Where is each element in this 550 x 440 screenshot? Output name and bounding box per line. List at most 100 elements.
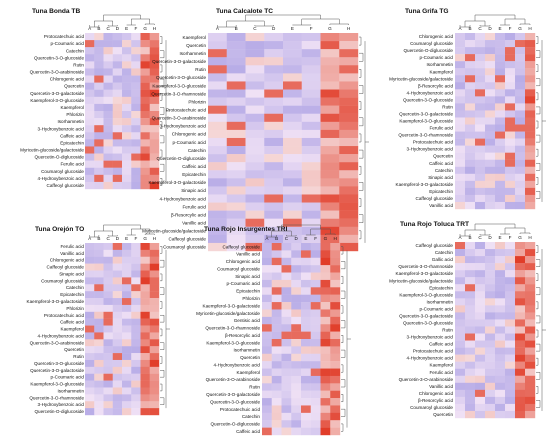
heatmap-cell (320, 279, 331, 288)
heatmap-cell (515, 96, 526, 104)
heatmap-cell (505, 131, 516, 139)
heatmap-cell (475, 180, 486, 189)
heatmap-cell (281, 405, 292, 414)
heatmap-cell (455, 173, 466, 182)
heatmap-cell (475, 61, 486, 69)
heatmap-cell (112, 146, 123, 154)
row-label: p-Coumaric acid (51, 41, 85, 46)
heatmap-cell (262, 375, 272, 384)
heatmap-cell (264, 57, 284, 66)
heatmap-cell (245, 226, 265, 236)
column-label: B (97, 236, 100, 241)
heatmap-cell (226, 129, 246, 139)
row-label: Chlorogenic acid (172, 132, 207, 137)
heatmap-cell (103, 139, 113, 147)
heatmap-cell (475, 410, 486, 419)
heatmap-cell (495, 284, 506, 292)
panel-title: Tuna Calcalote TC (216, 8, 273, 15)
heatmap-cell (455, 145, 466, 153)
heatmap-cell (245, 121, 265, 131)
heatmap-cell (465, 145, 476, 153)
heatmap-cell (485, 326, 496, 334)
heatmap-cell (330, 420, 341, 428)
heatmap-cell (264, 65, 284, 74)
heatmap-cell (283, 121, 302, 131)
heatmap-cell (94, 243, 104, 251)
heatmap-cell (339, 154, 359, 163)
heatmap-cell (103, 256, 113, 264)
heatmap-cell (505, 256, 516, 264)
row-label: Myricetin-glucoside/galactoside (196, 311, 260, 316)
heatmap-cell (505, 249, 516, 257)
heatmap-cell (301, 243, 311, 251)
heatmap-cell (94, 118, 104, 126)
heatmap-cell (515, 194, 526, 203)
heatmap-cell (330, 250, 341, 258)
heatmap-cell (330, 265, 341, 273)
heatmap-cell (122, 277, 132, 285)
heatmap-cell (320, 368, 331, 377)
heatmap-cell (140, 118, 150, 126)
heatmap-cell (495, 145, 506, 153)
row-label: Quercetin-3-O-glucoside (403, 321, 453, 326)
heatmap-cell (505, 103, 516, 111)
heatmap-cell (112, 387, 123, 395)
column-label: F (314, 236, 317, 241)
heatmap-cell (131, 249, 141, 257)
heatmap-cell (465, 138, 476, 146)
heatmap-cell (122, 284, 132, 292)
heatmap-cell (283, 226, 302, 236)
heatmap-cell (515, 298, 526, 306)
heatmap-cell (505, 54, 516, 62)
heatmap-cell (455, 333, 466, 341)
heatmap-cell (208, 97, 227, 106)
heatmap-cell (465, 354, 476, 362)
heatmap-cell (103, 339, 113, 347)
row-label: Isorhamnetin (57, 388, 84, 393)
heatmap-cell (131, 325, 141, 333)
heatmap-cell (525, 389, 536, 398)
heatmap-cell (310, 309, 321, 318)
row-label: Phlorizin (242, 296, 260, 301)
heatmap-cell (330, 324, 341, 332)
heatmap-cell (485, 277, 496, 285)
row-label: Epicatechin (236, 289, 260, 294)
heatmap-cell (85, 346, 95, 354)
heatmap-cell (525, 187, 536, 196)
heatmap-cell (505, 347, 516, 355)
row-label: Vanillic acid (429, 384, 453, 389)
heatmap-cell (465, 291, 476, 299)
heatmap-cell (505, 277, 516, 285)
row-label: Myricetin-glucoside/galactoside (142, 229, 206, 234)
heatmap-cell (475, 326, 486, 334)
heatmap-cell (112, 256, 123, 264)
heatmap-cell (122, 325, 132, 333)
heatmap-cell (262, 272, 272, 281)
heatmap-cell (310, 331, 321, 340)
heatmap-cell (455, 375, 466, 383)
heatmap-cell (475, 256, 486, 264)
heatmap-cell (301, 178, 321, 187)
heatmap-cell (339, 170, 359, 179)
heatmap-cell (320, 294, 331, 303)
column-label: H (153, 236, 156, 241)
heatmap-cell (208, 194, 227, 203)
heatmap-cell (85, 33, 95, 41)
heatmap-cell (140, 332, 150, 340)
heatmap-cell (149, 277, 160, 285)
heatmap-cell (291, 427, 302, 436)
row-dendrogram (359, 36, 369, 243)
heatmap-cell (310, 412, 321, 421)
heatmap-cell (495, 180, 506, 189)
heatmap-cell (455, 138, 466, 146)
heatmap-cell (455, 68, 466, 76)
column-dendrogram (266, 224, 336, 238)
heatmap-cell (455, 159, 466, 167)
heatmap-cell (122, 270, 132, 278)
heatmap-cell (131, 96, 141, 105)
heatmap-cell (85, 304, 95, 312)
heatmap-cell (455, 403, 466, 412)
heatmap-cell (94, 304, 104, 312)
column-label: E (498, 26, 501, 31)
heatmap-cell (283, 97, 302, 106)
